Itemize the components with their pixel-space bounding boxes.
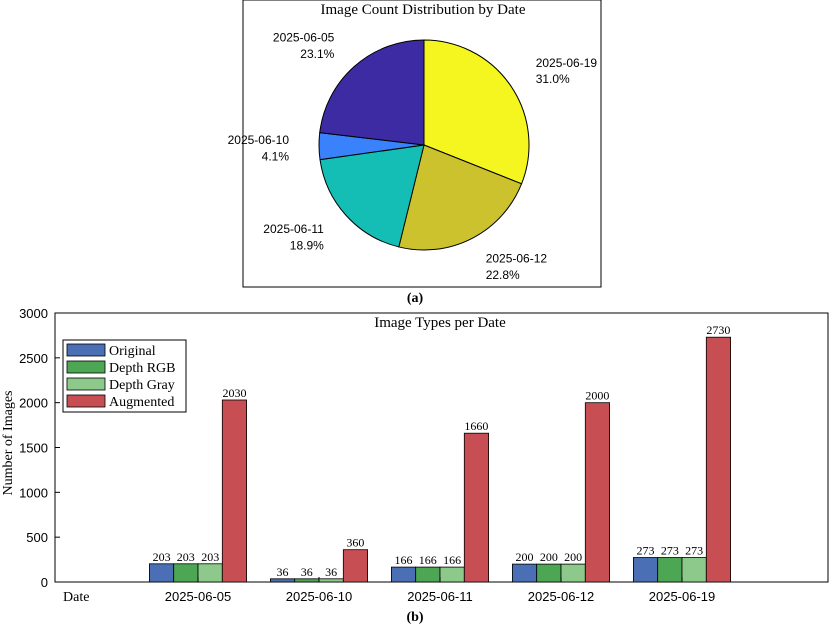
bar-value-label: 360 [346,536,364,550]
bar-value-label: 200 [516,550,534,564]
x-tick-label: 2025-06-19 [649,589,716,604]
bar-value-label: 166 [443,553,461,567]
bar [463,432,489,583]
bar [633,557,659,583]
legend-swatch [66,360,106,374]
bar-value-label: 2000 [585,389,609,403]
bar-value-label: 203 [153,550,171,564]
bar-value-label: 36 [301,565,313,579]
bar-chart-title: Image Types per Date [374,315,506,331]
legend-swatch [66,394,106,408]
bars: 203 203 203 2030 36 36 36 360 166 166 166 1660 200 20… [148,323,731,583]
bar [415,566,441,583]
pie-slice [319,39,425,146]
legend-label: Augmented [109,395,174,410]
bar [342,549,368,583]
bar [681,557,707,583]
bar-chart-panel: Image Types per Date Number of Images Da… [1,306,829,605]
legend: Original Depth RGB Depth Gray Augmented [62,339,187,413]
bar-value-label: 1660 [464,419,488,433]
bar-value-label: 166 [419,553,437,567]
bar-value-label: 200 [564,550,582,564]
bar-value-label: 2030 [223,386,247,400]
x-axis-label: Date [63,590,89,605]
legend-label: Depth RGB [109,361,176,376]
pie-slice-label: 2025-06-11 18.9% [263,222,324,252]
y-tick-label: 500 [26,530,48,545]
y-tick-label: 0 [41,575,48,590]
y-tick-label: 3000 [19,306,48,321]
bar-value-label: 273 [637,544,655,558]
pie-slice [398,144,523,251]
pie-slice-label: 2025-06-12 22.8% [486,252,548,282]
bar-value-label: 273 [685,544,703,558]
bar [294,578,320,583]
pie-slice-label: 2025-06-19 31.0% [536,56,598,86]
bar [512,563,538,583]
legend-label: Depth Gray [109,378,175,393]
y-tick-label: 1000 [19,485,48,500]
bar-value-label: 203 [201,550,219,564]
bar [269,578,296,583]
y-tick-label: 2000 [19,396,48,411]
y-tick-label: 1500 [19,441,48,456]
bar [536,563,562,583]
bar-value-label: 166 [395,553,413,567]
pie-slice-label: 2025-06-10 4.1% [228,133,290,163]
bar [705,336,731,583]
bar [173,563,199,583]
bar-value-label: 2730 [706,323,730,337]
pie-chart-title: Image Count Distribution by Date [321,2,526,18]
bar [584,402,610,583]
bar-value-label: 273 [661,544,679,558]
bar-value-label: 203 [177,550,195,564]
bar [439,566,465,583]
x-axis-ticks: 2025-06-05 2025-06-10 2025-06-11 2025-06-12… [165,577,716,604]
bar [390,566,417,583]
bar [657,557,683,583]
pie-slice [423,39,530,185]
pie-chart-panel: Image Count Distribution by Date 2025-06… [228,0,602,288]
bar [148,563,175,583]
x-tick-label: 2025-06-11 [407,589,473,604]
pie-slices [318,39,530,251]
y-axis-label: Number of Images [1,391,16,496]
bar [318,578,344,583]
legend-label: Original [109,344,156,359]
pie-labels: 2025-06-19 31.0% 2025-06-12 22.8% 2025-06-11… [228,31,598,282]
x-tick-label: 2025-06-05 [165,589,232,604]
x-tick-label: 2025-06-10 [286,589,353,604]
x-tick-label: 2025-06-12 [528,589,595,604]
bar-value-label: 36 [325,565,337,579]
legend-swatch [66,343,106,357]
y-tick-label: 2500 [19,351,48,366]
legend-swatch [66,377,106,391]
caption-a: (a) [407,291,424,306]
pie-slice-label: 2025-06-05 23.1% [273,31,335,61]
bar-value-label: 200 [540,550,558,564]
caption-b: (b) [406,610,423,625]
bar-value-label: 36 [277,565,289,579]
bar [197,563,223,583]
bar [221,399,248,583]
y-axis-ticks: 0 500 1000 1500 2000 2500 3000 [19,306,60,590]
pie-slice [319,144,425,248]
bar [560,563,586,583]
